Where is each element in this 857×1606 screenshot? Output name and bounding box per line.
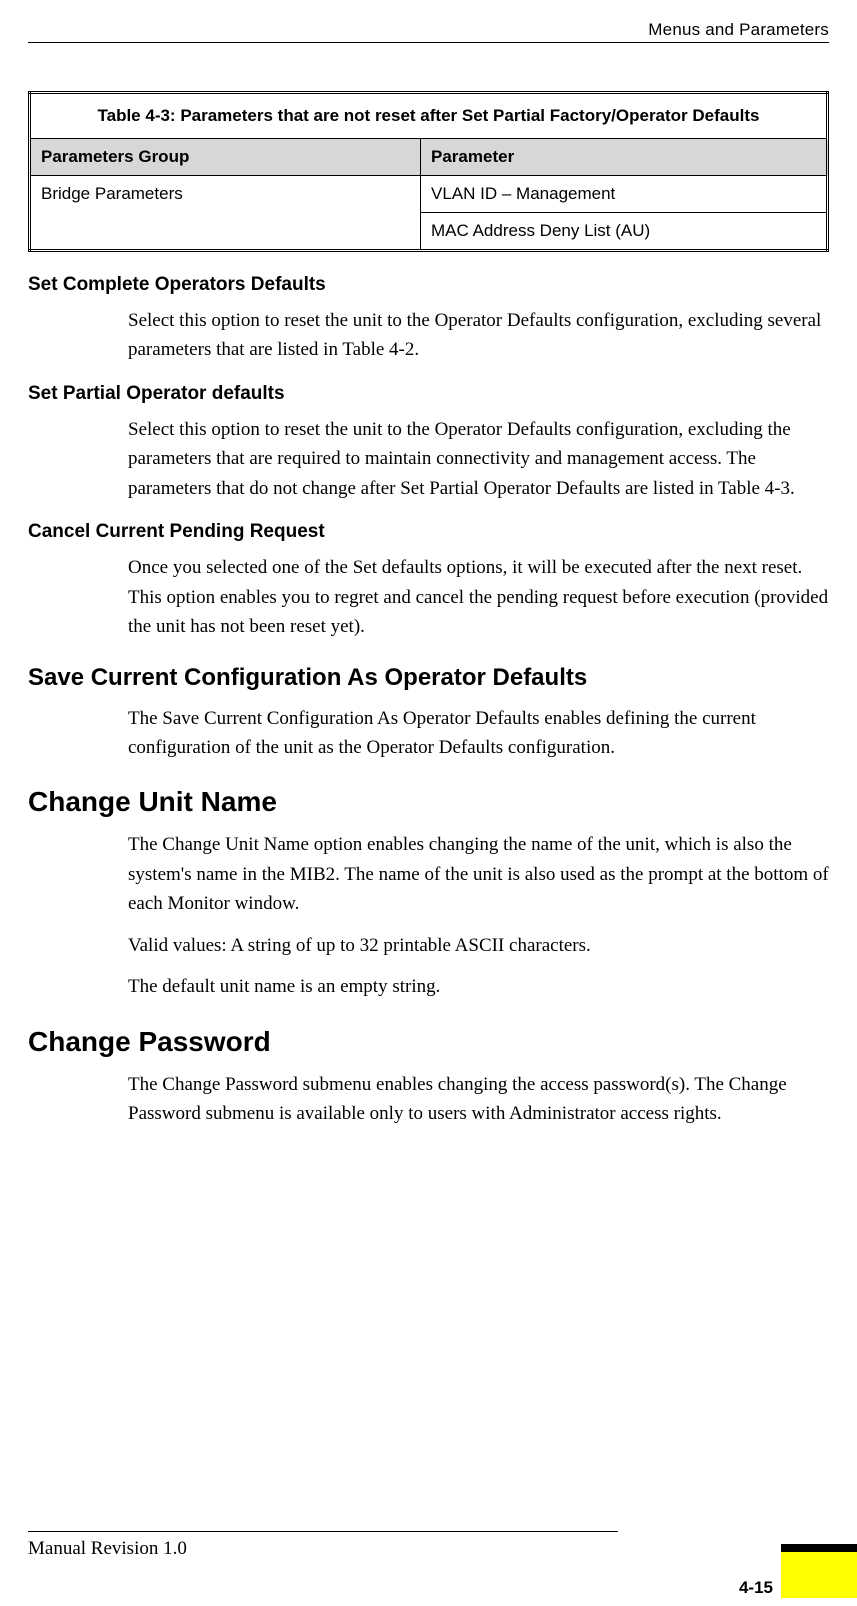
footer-page-number: 4-15 [28, 1578, 857, 1598]
body-paragraph: The Change Password submenu enables chan… [128, 1070, 829, 1129]
heading-change-unit-name: Change Unit Name [28, 786, 829, 818]
page-footer: Manual Revision 1.0 4-15 [28, 1531, 857, 1598]
heading-save-current-configuration: Save Current Configuration As Operator D… [28, 664, 829, 692]
heading-change-password: Change Password [28, 1026, 829, 1058]
footer-rule [28, 1531, 618, 1532]
body-paragraph: Select this option to reset the unit to … [128, 415, 829, 503]
document-page: Menus and Parameters Table 4-3: Paramete… [0, 0, 857, 1606]
table-cell-param: MAC Address Deny List (AU) [421, 213, 828, 251]
heading-set-partial-operator-defaults: Set Partial Operator defaults [28, 383, 829, 405]
body-paragraph: Valid values: A string of up to 32 print… [128, 931, 829, 960]
body-paragraph: The default unit name is an empty string… [128, 972, 829, 1001]
body-paragraph: The Save Current Configuration As Operat… [128, 704, 829, 763]
table-title-row: Table 4-3: Parameters that are not reset… [30, 93, 828, 139]
heading-cancel-current-pending-request: Cancel Current Pending Request [28, 521, 829, 543]
table-col-header-param: Parameter [421, 139, 828, 176]
table-cell-group: Bridge Parameters [30, 176, 421, 251]
running-header: Menus and Parameters [28, 20, 829, 43]
table-cell-param: VLAN ID – Management [421, 176, 828, 213]
corner-marker [781, 1544, 857, 1598]
table-row: Bridge Parameters VLAN ID – Management [30, 176, 828, 213]
parameters-table: Table 4-3: Parameters that are not reset… [28, 91, 829, 252]
heading-set-complete-operators-defaults: Set Complete Operators Defaults [28, 274, 829, 296]
footer-revision: Manual Revision 1.0 [28, 1538, 857, 1560]
body-paragraph: The Change Unit Name option enables chan… [128, 830, 829, 918]
corner-yellow-block [781, 1552, 857, 1598]
table-title: Table 4-3: Parameters that are not reset… [30, 93, 828, 139]
corner-black-bar [781, 1544, 857, 1552]
table-col-header-group: Parameters Group [30, 139, 421, 176]
table-header-row: Parameters Group Parameter [30, 139, 828, 176]
body-paragraph: Once you selected one of the Set default… [128, 553, 829, 641]
body-paragraph: Select this option to reset the unit to … [128, 306, 829, 365]
